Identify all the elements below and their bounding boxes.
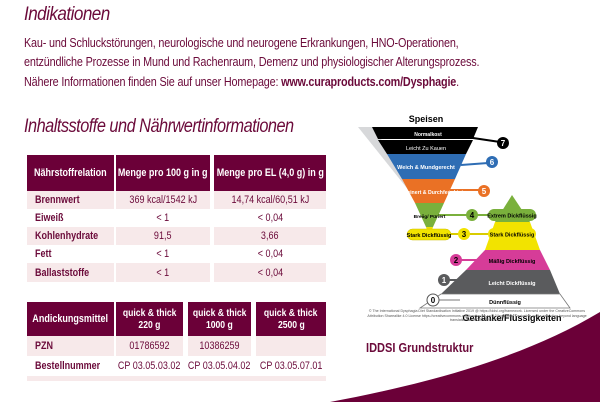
nutrition-header-2: Menge pro EL (4,0 g) in g [214,155,326,191]
table-cell: CP 03.05.07.01 [254,356,328,376]
svg-text:Zerkleinert & Durchfeuchtet: Zerkleinert & Durchfeuchtet [395,190,464,196]
table-cell: 91,5 [116,227,210,245]
svg-text:7: 7 [501,139,506,148]
table-cell: < 1 [116,209,210,227]
homepage-prefix: Nähere Informationen finden Sie auf unse… [24,73,282,89]
table-cell: 10386259 [188,336,251,356]
svg-text:Breiig/ Püriert: Breiig/ Püriert [414,214,446,220]
product-header-2: quick & thick 1000 g [188,302,251,336]
table-bottom-strip [27,376,326,381]
nutrition-header-0: Nährstoffrelation [27,155,114,191]
nutrition-header-1: Menge pro 100 g in g [116,155,210,191]
svg-text:1: 1 [442,276,447,285]
svg-text:6: 6 [490,158,495,167]
svg-text:Mäßig Dickflüssig: Mäßig Dickflüssig [489,259,536,265]
table-row-label: Ballaststoffe [27,263,114,282]
svg-text:Getränke/Flüssigkeiten: Getränke/Flüssigkeiten [462,313,561,323]
table-cell [256,336,326,356]
table-cell: < 0,04 [214,245,326,263]
table-row-label: Kohlenhydrate [27,227,114,245]
svg-text:Leicht Dickflüssig: Leicht Dickflüssig [488,281,535,287]
svg-text:Weich & Mundgerecht: Weich & Mundgerecht [397,165,455,171]
indikationen-line-1: Kau- und Schluckstörungen, neurologische… [24,35,459,50]
product-header-0: Andickungsmittel [27,302,114,336]
iddsi-pyramid-diagram: 7 6 5 4 Extrem Dickflüssig Stark Dickflü… [358,114,571,323]
svg-text:Stark Dickflüssig: Stark Dickflüssig [490,233,535,239]
svg-text:Stark Dickflüssig: Stark Dickflüssig [407,233,452,239]
svg-text:Leicht Zu Kauen: Leicht Zu Kauen [406,146,446,152]
product-header-3: quick & thick 2500 g [256,302,326,336]
indikationen-line-2: entzündliche Prozesse in Mund und Rachen… [24,54,480,70]
table-cell: 3,66 [214,227,326,245]
table-cell: < 1 [116,245,210,263]
svg-text:Speisen: Speisen [409,114,444,124]
table-row-label: Brennwert [27,191,114,209]
iddsi-credit: © The International Dysphagia Diet Stand… [367,309,587,322]
svg-text:Normalkost: Normalkost [414,132,442,138]
table-row-label: Bestellnummer [27,356,114,376]
table-row-label: Eiweiß [27,209,114,227]
homepage-link[interactable]: www.curaproducts.com/Dysphagie [281,73,457,89]
inhaltsstoffe-title: Inhaltsstoffe und Nährwertinformationen [24,116,294,137]
svg-text:Extrem Dickflüssig: Extrem Dickflüssig [487,214,537,220]
table-row-label: PZN [27,336,114,356]
table-cell: CP 03.05.03.02 [114,356,185,376]
table-cell: < 1 [116,263,210,282]
svg-text:3: 3 [462,230,467,239]
svg-text:Dünnflüssig: Dünnflüssig [489,300,521,306]
indikationen-text: Kau- und Schluckstörungen, neurologische… [24,33,483,91]
table-cell: < 0,04 [214,263,326,282]
homepage-suffix: . [456,73,459,89]
svg-text:5: 5 [482,187,487,196]
svg-text:0: 0 [431,296,436,305]
table-cell: 01786592 [116,336,183,356]
product-header-1: quick & thick 220 g [116,302,183,336]
svg-text:2: 2 [454,256,459,265]
indikationen-line-3: Nähere Informationen finden Sie auf unse… [24,72,483,91]
svg-text:4: 4 [470,211,475,220]
iddsi-caption: IDDSI Grundstruktur [366,340,474,355]
table-cell: < 0,04 [214,209,326,227]
table-cell: 369 kcal/1542 kJ [116,191,210,209]
table-cell: 14,74 kcal/60,51 kJ [214,191,326,209]
indikationen-title: Indikationen [24,4,110,25]
table-row-label: Fett [27,245,114,263]
table-cell: CP 03.05.04.02 [185,356,254,376]
